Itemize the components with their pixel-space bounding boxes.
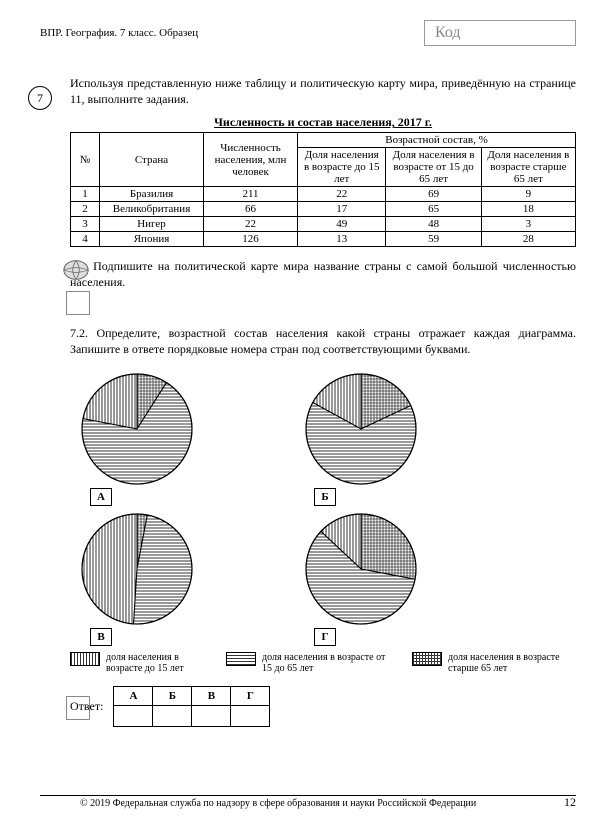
table-row: 4Япония126135928 [71,232,576,247]
col-num: № [71,133,100,187]
task-number-badge: 7 [28,86,52,110]
answer-table[interactable]: АБВГ [113,686,270,727]
table-row: 2Великобритания66176518 [71,202,576,217]
footer-copyright: © 2019 Федеральная служба по надзору в с… [80,798,476,809]
pie-chart-А: А [80,372,194,506]
page-number: 12 [564,795,576,810]
legend: доля населения в возрасте до 15 лет доля… [70,652,576,674]
table-row: 1Бразилия21122699 [71,187,576,202]
chart-label: Б [314,488,336,506]
pie-chart-Б: Б [304,372,418,506]
chart-label: Г [314,628,336,646]
task-number: 7 [37,91,43,106]
pie-chart-Г: Г [304,512,418,646]
subtask-7-2: 7.2. Определите, возрастной состав насел… [70,326,576,357]
population-table: № Страна Численность населения, млн чело… [70,132,576,247]
subtask-7-1: 7.1. Подпишите на политической карте мир… [70,259,576,290]
chart-label: А [90,488,112,506]
table-title: Численность и состав населения, 2017 г. [70,115,576,130]
col-age-header: Возрастной состав, % [298,133,576,148]
pie-chart-В: В [80,512,194,646]
answer-box-7-1[interactable] [66,291,90,315]
col-country: Страна [100,133,204,187]
legend-swatch-u15 [70,652,100,666]
answer-box-7-2[interactable] [66,696,90,720]
col-u15: Доля населения в возрасте до 15 лет [298,148,386,187]
table-row: 3Нигер2249483 [71,217,576,232]
globe-icon [62,259,90,281]
col-mid: Доля населения в возрасте от 15 до 65 ле… [386,148,481,187]
legend-swatch-o65 [412,652,442,666]
chart-label: В [90,628,112,646]
legend-label-o65: доля населения в возрасте старше 65 лет [448,652,588,674]
doc-header: ВПР. География. 7 класс. Образец [40,27,198,39]
legend-label-u15: доля населения в возрасте до 15 лет [106,652,206,674]
task-intro: Используя представленную ниже таблицу и … [70,76,576,107]
col-o65: Доля населения в возрасте старше 65 лет [481,148,575,187]
legend-label-mid: доля населения в возрасте от 15 до 65 ле… [262,652,392,674]
col-pop: Численность населения, млн человек [204,133,298,187]
code-field[interactable]: Код [424,20,576,46]
legend-swatch-mid [226,652,256,666]
